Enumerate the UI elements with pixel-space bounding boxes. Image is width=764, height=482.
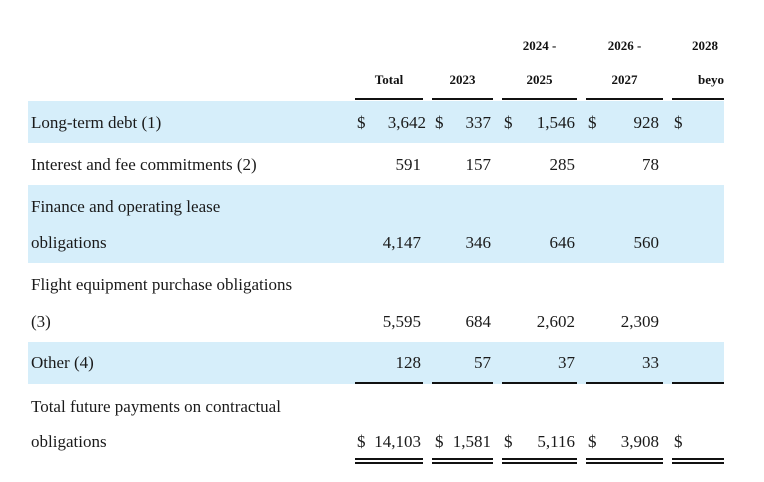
- cell-value: 4,147: [382, 233, 421, 252]
- currency-symbol: $: [357, 432, 366, 451]
- cell-value: 78: [642, 155, 659, 174]
- cell-value: 3,908: [620, 432, 659, 451]
- cell-value: 37: [558, 353, 575, 372]
- cell-value: 646: [549, 233, 576, 252]
- header-rule-total: [355, 98, 423, 100]
- header-2024-line1: 2024 -: [522, 38, 557, 53]
- subtotal-rule-2026: [586, 382, 663, 384]
- currency-symbol: $: [588, 113, 597, 132]
- header-rule-2023: [432, 98, 493, 100]
- row-label-total-line2: obligations: [31, 432, 107, 451]
- row-label-interest-fees: Interest and fee commitments (2): [31, 155, 257, 174]
- currency-symbol: $: [357, 113, 366, 132]
- header-rule-2028: [672, 98, 724, 100]
- header-rule-2026: [586, 98, 663, 100]
- subtotal-rule-2024: [502, 382, 577, 384]
- currency-symbol: $: [435, 432, 444, 451]
- row-label-lease-line1: Finance and operating lease: [31, 197, 221, 216]
- subtotal-rule-2023: [432, 382, 493, 384]
- header-2026-line2: 2027: [611, 72, 638, 87]
- cell-value: 5,595: [382, 312, 421, 331]
- currency-symbol: $: [674, 432, 683, 451]
- header-2028-line1: 2028: [692, 38, 718, 53]
- total-double-rule-total: [355, 458, 423, 464]
- cell-value: 337: [465, 113, 492, 132]
- row-label-flight-equipment-line1: Flight equipment purchase obligations: [31, 275, 293, 294]
- row-label-flight-equipment-line2: (3): [31, 312, 51, 331]
- subtotal-rule-2028: [672, 382, 724, 384]
- cell-value: 3,642: [387, 113, 426, 132]
- row-label-lease-line2: obligations: [31, 233, 107, 252]
- total-double-rule-2028: [672, 458, 724, 464]
- row-band-other: [28, 342, 724, 384]
- cell-value: 346: [465, 233, 492, 252]
- cell-value: 684: [465, 312, 492, 331]
- cell-value: 560: [633, 233, 660, 252]
- subtotal-rule-total: [355, 382, 423, 384]
- row-label-other: Other (4): [31, 353, 94, 372]
- cell-value: 14,103: [374, 432, 421, 451]
- cell-value: 157: [465, 155, 492, 174]
- cell-value: 33: [642, 353, 659, 372]
- cell-value: 1,581: [452, 432, 491, 451]
- cell-value: 5,116: [537, 432, 575, 451]
- cell-value: 1,546: [536, 113, 575, 132]
- total-double-rule-2023: [432, 458, 493, 464]
- header-rule-2024: [502, 98, 577, 100]
- row-label-total-line1: Total future payments on contractual: [31, 397, 281, 416]
- header-2024-line2: 2025: [526, 72, 553, 87]
- cell-value: 928: [633, 113, 660, 132]
- cell-value: 128: [395, 353, 422, 372]
- cell-value: 2,602: [536, 312, 575, 331]
- header-2028-clip: 2028 beyond: [672, 30, 724, 100]
- cell-value: 591: [395, 155, 422, 174]
- currency-symbol: $: [435, 113, 444, 132]
- total-double-rule-2024: [502, 458, 577, 464]
- total-double-rule-2026: [586, 458, 663, 464]
- cell-value: 285: [549, 155, 576, 174]
- row-band-lease-obligations: [28, 185, 724, 263]
- header-2028-line2: beyond: [698, 72, 724, 87]
- row-band-long-term-debt: [28, 101, 724, 143]
- currency-symbol: $: [504, 432, 513, 451]
- currency-symbol: $: [504, 113, 513, 132]
- header-total: Total: [374, 72, 404, 87]
- currency-symbol: $: [674, 113, 683, 132]
- header-2026-line1: 2026 -: [607, 38, 642, 53]
- cell-value: 57: [474, 353, 491, 372]
- header-2023: 2023: [449, 72, 476, 87]
- cell-value: 2,309: [620, 312, 659, 331]
- currency-symbol: $: [588, 432, 597, 451]
- row-label-long-term-debt: Long-term debt (1): [31, 113, 162, 132]
